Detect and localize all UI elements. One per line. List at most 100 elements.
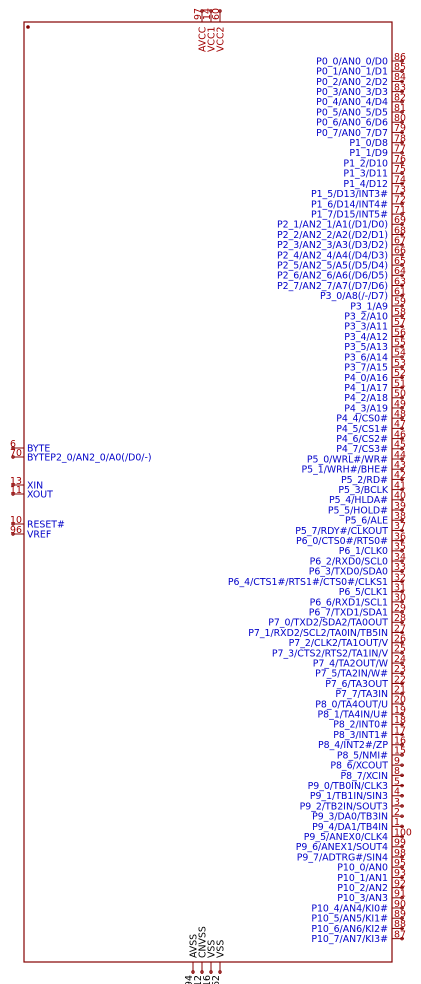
- pin-end: [400, 651, 404, 655]
- pin-number: 86: [394, 52, 406, 63]
- pin-name: P6_6/RXD1/SCL1: [310, 597, 388, 608]
- pin-name: P7_6/TA3OUT: [325, 679, 388, 690]
- pin-number: 61: [394, 287, 406, 298]
- pin-number: 56: [394, 327, 406, 338]
- pin-name: P4_6/CS2#: [336, 434, 388, 445]
- pin-number: 2: [394, 807, 400, 818]
- pin-number: 47: [394, 419, 406, 430]
- pin-name: P6_5/CLK1: [339, 587, 388, 598]
- pin-name: P8_7/XCIN: [341, 771, 389, 782]
- pin-number: 37: [394, 521, 406, 532]
- pin-number: 38: [394, 511, 406, 522]
- pin-end: [400, 365, 404, 369]
- pin-number: 17: [394, 725, 406, 736]
- pin-name: P1_6/D14/INT4#: [311, 199, 388, 210]
- pin-end: [400, 773, 404, 778]
- pin-end: [400, 569, 404, 573]
- pin-number: 33: [394, 562, 406, 573]
- pin-name: P3_3/A11: [344, 322, 388, 333]
- pin-number: 5: [394, 776, 400, 787]
- pin-end: [400, 89, 404, 94]
- pin-end: [400, 763, 404, 767]
- pin-end: [400, 610, 404, 614]
- pin-name: P8_1/TA4IN/U#: [318, 710, 389, 721]
- pin-end: [400, 314, 404, 318]
- pin-name: P1_4/D12: [343, 179, 388, 190]
- pin-name: P0_6/AN0_6/D6: [316, 118, 388, 129]
- pin-name: XOUT: [27, 489, 53, 500]
- pin-name: P3_2/A10: [344, 312, 388, 323]
- pin-name: P1_5/D13/INT3#: [311, 189, 388, 200]
- pin-number: 95: [394, 858, 406, 869]
- pin-end: [400, 498, 404, 502]
- pin-end: [400, 69, 404, 73]
- pin-end: [400, 100, 404, 104]
- pin-name: P7_0/TXD2/SDA2/TA0OUT: [268, 618, 388, 629]
- pin-end: [400, 661, 404, 665]
- pin-name: P9_1/TB1IN/SIN3: [310, 791, 388, 802]
- pin-end: [400, 824, 404, 829]
- pin-name: P5_5/HOLD#: [328, 505, 388, 516]
- pin-name: VSS: [215, 940, 226, 958]
- pin-name: VREF: [27, 529, 51, 540]
- pin-name: P9_0/TB0IN/CLK3: [308, 781, 388, 792]
- pin-number: 96: [10, 525, 22, 536]
- pin-name: P1_2/D10: [343, 158, 388, 169]
- pin-name: P4_4/CS0#: [336, 414, 388, 425]
- pin-number: 19: [394, 705, 406, 716]
- pin-number: 93: [394, 868, 406, 879]
- pin-end: [400, 640, 404, 645]
- pin-number: 73: [394, 184, 406, 195]
- pin-number: 23: [394, 664, 406, 675]
- pin-end: [400, 406, 404, 410]
- pin-end: [400, 120, 404, 124]
- pin-number: 48: [394, 409, 406, 420]
- pin-number: 43: [394, 460, 406, 471]
- pin-end: [400, 304, 404, 308]
- pin-end: [400, 906, 404, 910]
- pin-number: 80: [394, 113, 406, 124]
- pin-end: [400, 814, 404, 818]
- pin-end: [400, 457, 404, 461]
- pin-end: [218, 970, 222, 974]
- pin-end: [400, 528, 404, 533]
- pin-end: [200, 970, 204, 974]
- pin-end: [400, 783, 404, 788]
- pin-end: [400, 232, 404, 237]
- pin-number: 75: [394, 164, 406, 175]
- pin-number: 90: [394, 899, 406, 910]
- pin-end: [11, 446, 15, 450]
- pin-name: P3_7/A15: [344, 363, 388, 374]
- pin-number: 98: [394, 848, 406, 859]
- pin-name: P4_3/A19: [344, 403, 388, 414]
- pin-end: [11, 455, 15, 459]
- pin-name: P5_6/ALE: [345, 516, 388, 527]
- pin-end: [11, 492, 15, 496]
- pin-number: 25: [394, 644, 406, 655]
- pin-name: P5_0/WRL#/WR#: [307, 454, 388, 465]
- pin-name: P1_0/D8: [349, 138, 388, 149]
- pin-name: CNVSS: [197, 926, 208, 958]
- pin-end: [400, 161, 404, 165]
- pin-end: [400, 549, 404, 553]
- pin-end: [400, 916, 404, 920]
- pin-number: 46: [394, 429, 406, 440]
- pin-end: [400, 518, 404, 522]
- pin-name: P3_4/A12: [344, 332, 388, 343]
- pin-name: P5_2/RD#: [341, 475, 388, 486]
- pin-end: [400, 712, 404, 716]
- pin-name: VCC2: [215, 26, 226, 52]
- pin-number: 36: [394, 531, 406, 542]
- pin-end: [400, 59, 404, 63]
- pin-number: 3: [394, 797, 400, 808]
- pin-number: 66: [394, 246, 406, 257]
- pin-end: [200, 9, 204, 13]
- pin-name: P10_1/AN1: [337, 873, 388, 884]
- pin-number: 13: [10, 476, 22, 487]
- pin-end: [400, 191, 404, 196]
- pin-name: RESET#: [27, 519, 65, 530]
- pin-number: 94: [184, 975, 195, 984]
- pin-number: 24: [394, 654, 406, 665]
- pin-end: [400, 110, 404, 114]
- pin-name: P6_3/TXD0/SDA0: [309, 567, 388, 578]
